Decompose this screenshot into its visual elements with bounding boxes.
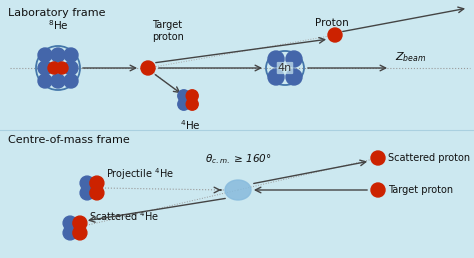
- Circle shape: [371, 151, 385, 165]
- Circle shape: [56, 62, 68, 74]
- Text: 4n: 4n: [278, 63, 292, 73]
- Text: $^4$He: $^4$He: [180, 118, 201, 132]
- Circle shape: [286, 51, 302, 67]
- Circle shape: [90, 186, 104, 200]
- Circle shape: [73, 226, 87, 240]
- Circle shape: [38, 61, 52, 75]
- Text: Target
proton: Target proton: [152, 20, 184, 42]
- Circle shape: [178, 90, 190, 102]
- Text: Target proton: Target proton: [388, 185, 453, 195]
- Circle shape: [371, 183, 385, 197]
- Text: Proton: Proton: [315, 18, 349, 28]
- Text: Centre-of-mass frame: Centre-of-mass frame: [8, 135, 130, 145]
- Circle shape: [51, 74, 65, 88]
- Circle shape: [286, 69, 302, 85]
- Circle shape: [73, 216, 87, 230]
- Text: $Z_{beam}$: $Z_{beam}$: [395, 50, 427, 64]
- Circle shape: [64, 74, 78, 88]
- Text: Laboratory frame: Laboratory frame: [8, 8, 106, 18]
- Circle shape: [63, 216, 77, 230]
- Circle shape: [38, 48, 52, 62]
- Text: $\theta_{c.m.}$ ≥ 160°: $\theta_{c.m.}$ ≥ 160°: [205, 152, 271, 166]
- Circle shape: [178, 98, 190, 110]
- Circle shape: [268, 51, 284, 67]
- Circle shape: [64, 48, 78, 62]
- Circle shape: [268, 69, 284, 85]
- Text: $^8$He: $^8$He: [48, 18, 68, 32]
- Circle shape: [90, 176, 104, 190]
- Circle shape: [80, 186, 94, 200]
- Ellipse shape: [225, 180, 251, 200]
- Circle shape: [63, 226, 77, 240]
- Text: Projectile $^4$He: Projectile $^4$He: [106, 166, 174, 182]
- Circle shape: [186, 90, 198, 102]
- Circle shape: [51, 48, 65, 62]
- Circle shape: [80, 176, 94, 190]
- Circle shape: [48, 62, 60, 74]
- Circle shape: [141, 61, 155, 75]
- Text: Scattered proton: Scattered proton: [388, 153, 470, 163]
- Circle shape: [186, 98, 198, 110]
- Circle shape: [38, 74, 52, 88]
- Circle shape: [328, 28, 342, 42]
- Text: Scattered $^4$He: Scattered $^4$He: [89, 209, 159, 223]
- Circle shape: [64, 61, 78, 75]
